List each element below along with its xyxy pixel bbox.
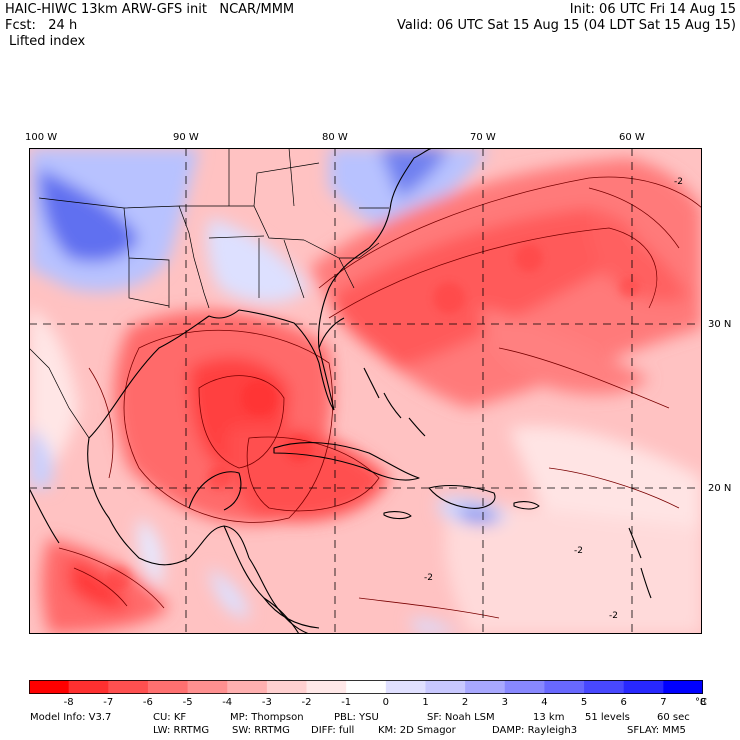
graticule — [29, 148, 702, 634]
pbl-scheme: PBL: YSU — [334, 712, 379, 723]
state-borders — [29, 148, 389, 439]
model-title: HAIC-HIWC 13km ARW-GFS init NCAR/MMM — [5, 2, 295, 17]
colorbar-tick-label: 7 — [660, 697, 667, 708]
surface-scheme: SF: Noah LSM — [427, 712, 495, 723]
colorbar-tick-label: -2 — [301, 697, 312, 708]
diffusion-option: DIFF: full — [311, 725, 355, 736]
colorbar-tick-label: -7 — [103, 697, 114, 708]
colorbar-swatch — [306, 680, 347, 694]
colorbar-swatch — [504, 680, 545, 694]
colorbar-swatch — [227, 680, 268, 694]
grid-spacing: 13 km — [533, 712, 565, 723]
colorbar-swatch — [68, 680, 109, 694]
contour-label: -2 — [574, 546, 583, 556]
lon-label-100w: 100 W — [25, 132, 58, 143]
field-shading — [29, 148, 702, 634]
colorbar-tick-label: -4 — [222, 697, 233, 708]
colorbar-tick-label: -3 — [261, 697, 272, 708]
vertical-levels: 51 levels — [585, 712, 630, 723]
lon-label-90w: 90 W — [173, 132, 199, 143]
colorbar-swatch — [29, 680, 70, 694]
colorbar-swatch — [663, 680, 703, 694]
colorbar-swatch — [425, 680, 466, 694]
forecast-hour: Fcst: 24 h — [5, 18, 78, 33]
colorbar-swatch — [266, 680, 308, 694]
contour-label: -2 — [424, 573, 433, 583]
shortwave-scheme: SW: RRTMG — [232, 725, 290, 736]
colorbar-tick-label: -1 — [341, 697, 352, 708]
colorbar-swatch — [147, 680, 189, 694]
colorbar-tick-label: 3 — [501, 697, 508, 708]
lon-label-80w: 80 W — [322, 132, 348, 143]
colorbar-tick-label: -8 — [63, 697, 74, 708]
colorbar-swatch — [187, 680, 228, 694]
km-option: KM: 2D Smagor — [378, 725, 456, 736]
lat-label-20n: 20 N — [708, 483, 732, 494]
colorbar-swatch — [544, 680, 585, 694]
colorbar-swatch — [385, 680, 426, 694]
longwave-scheme: LW: RRTMG — [153, 725, 210, 736]
colorbar-swatch — [465, 680, 506, 694]
lon-label-70w: 70 W — [470, 132, 496, 143]
timestep: 60 sec — [657, 712, 690, 723]
colorbar-tick-label: 6 — [620, 697, 627, 708]
field-name: Lifted index — [9, 34, 86, 49]
colorbar-tick-label: 4 — [541, 697, 548, 708]
colorbar-tick-label: -5 — [182, 697, 193, 708]
colorbar-tick-label: 8 — [699, 697, 707, 708]
microphysics-scheme: MP: Thompson — [230, 712, 304, 723]
damping-option: DAMP: Rayleigh3 — [492, 725, 578, 736]
colorbar-swatch — [584, 680, 625, 694]
colorbar-tick-label: 1 — [422, 697, 429, 708]
colorbar-tick-label: 0 — [382, 697, 389, 708]
surface-layer-option: SFLAY: MM5 — [627, 725, 686, 736]
lon-label-60w: 60 W — [619, 132, 645, 143]
colorbar-swatch — [346, 680, 387, 694]
colorbar-tick-label: -6 — [142, 697, 153, 708]
colorbar-frame — [29, 680, 703, 694]
colorbar-tick-label: 5 — [580, 697, 588, 708]
coastlines — [29, 148, 652, 634]
colorbar-tick-label: 2 — [461, 697, 469, 708]
lat-label-30n: 30 N — [708, 319, 732, 330]
colorbar-swatch — [623, 680, 664, 694]
map-frame — [29, 148, 702, 634]
init-time: Init: 06 UTC Fri 14 Aug 15 — [569, 2, 736, 17]
lifted-index-map: -2 -2 -2 -2 — [29, 148, 702, 634]
contour-label: -2 — [609, 611, 618, 621]
contour-label: -2 — [674, 177, 683, 187]
model-version: Model Info: V3.7 — [30, 712, 112, 723]
valid-time: Valid: 06 UTC Sat 15 Aug 15 (04 LDT Sat … — [396, 18, 736, 33]
colorbar-unit: °C — [695, 697, 707, 708]
colorbar-swatch — [108, 680, 149, 694]
colorbar — [29, 680, 703, 694]
cumulus-scheme: CU: KF — [153, 712, 187, 723]
